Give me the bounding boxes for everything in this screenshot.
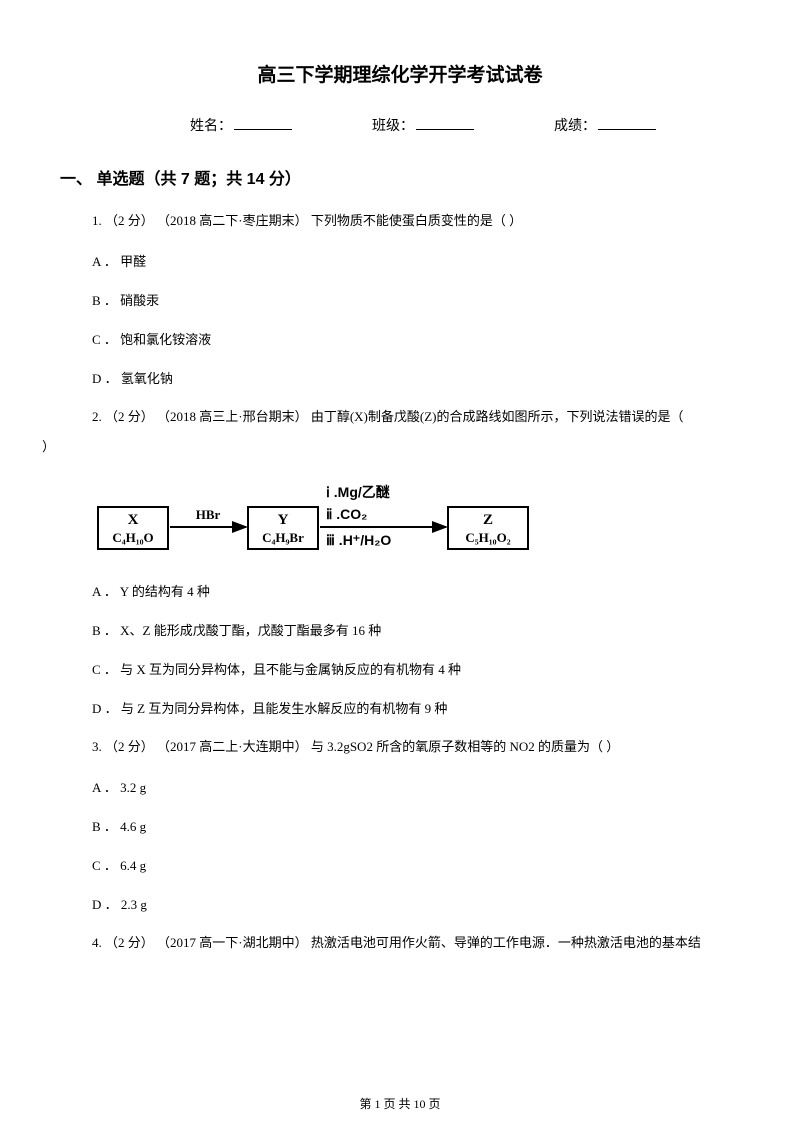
- svg-text:ⅲ .H⁺/H₂O: ⅲ .H⁺/H₂O: [326, 532, 391, 548]
- q2-stem-2: ）: [42, 436, 740, 455]
- svg-text:C₄H₁₀O: C₄H₁₀O: [112, 530, 153, 545]
- q2-opt-b: B ． X、Z 能形成戊酸丁酯，戊酸丁酯最多有 16 种: [92, 620, 740, 639]
- class-label: 班级：: [372, 115, 414, 135]
- svg-text:ⅱ .CO₂: ⅱ .CO₂: [326, 506, 367, 522]
- q3-stem: 3. （2 分） （2017 高二上·大连期中） 与 3.2gSO2 所含的氧原…: [92, 737, 740, 757]
- q2-opt-a: A ． Y 的结构有 4 种: [92, 581, 740, 600]
- name-label: 姓名：: [190, 115, 232, 135]
- header-row: 姓名： 班级： 成绩：: [190, 115, 740, 135]
- q3-opt-d: D ． 2.3 g: [92, 894, 740, 913]
- q2-opt-d: D ． 与 Z 互为同分异构体，且能发生水解反应的有机物有 9 种: [92, 698, 740, 717]
- q1-opt-c: C ． 饱和氯化铵溶液: [92, 329, 740, 348]
- svg-text:C₅H₁₀O₂: C₅H₁₀O₂: [465, 530, 510, 545]
- page-title: 高三下学期理综化学开学考试试卷: [60, 60, 740, 87]
- class-blank: [416, 116, 474, 130]
- q1-opt-b: B ． 硝酸汞: [92, 290, 740, 309]
- svg-text:HBr: HBr: [196, 507, 221, 522]
- section-heading: 一、 单选题（共 7 题；共 14 分）: [60, 165, 740, 189]
- svg-text:ⅰ .Mg/乙醚: ⅰ .Mg/乙醚: [326, 484, 390, 500]
- svg-text:Y: Y: [278, 512, 289, 528]
- q3-opt-c: C ． 6.4 g: [92, 855, 740, 874]
- name-blank: [234, 116, 292, 130]
- page-footer: 第 1 页 共 10 页: [0, 1095, 800, 1112]
- q3-opt-a: A ． 3.2 g: [92, 777, 740, 796]
- svg-text:Z: Z: [483, 512, 493, 528]
- q1-opt-d: D ． 氢氧化钠: [92, 368, 740, 387]
- svg-text:X: X: [128, 512, 139, 528]
- q1-stem: 1. （2 分） （2018 高二下·枣庄期末） 下列物质不能使蛋白质变性的是（…: [92, 211, 740, 231]
- q2-stem-1: 2. （2 分） （2018 高三上·邢台期末） 由丁醇(X)制备戊酸(Z)的合…: [92, 407, 740, 427]
- svg-text:C₄H₉Br: C₄H₉Br: [262, 530, 304, 545]
- score-blank: [598, 116, 656, 130]
- score-label: 成绩：: [554, 115, 596, 135]
- q1-opt-a: A ． 甲醛: [92, 251, 740, 270]
- q3-opt-b: B ． 4.6 g: [92, 816, 740, 835]
- q2-opt-c: C ． 与 X 互为同分异构体，且不能与金属钠反应的有机物有 4 种: [92, 659, 740, 678]
- q4-stem: 4. （2 分） （2017 高一下·湖北期中） 热激活电池可用作火箭、导弹的工…: [92, 933, 740, 953]
- synthesis-diagram: X C₄H₁₀O Y C₄H₉Br Z C₅H₁₀O₂ HBr ⅰ .Mg/乙醚 ⅱ .CO₂ ⅲ…: [88, 469, 740, 559]
